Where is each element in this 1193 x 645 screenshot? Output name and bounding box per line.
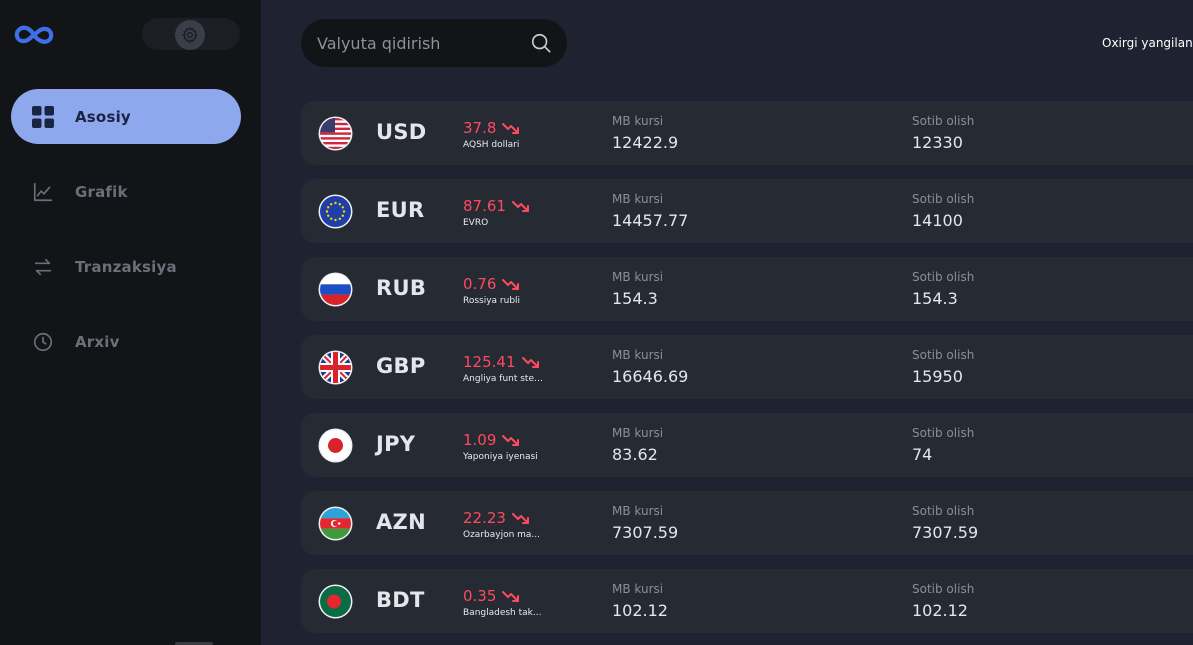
rate-change-value: 0.76: [463, 275, 497, 293]
currency-name: Yaponiya iyenasi: [463, 452, 538, 462]
infinity-logo-icon[interactable]: [12, 20, 56, 50]
currency-name: Ozarbayjon ma...: [463, 530, 541, 540]
transfer-arrows-icon: [31, 255, 55, 279]
mb-rate-value: 14457.77: [612, 211, 689, 230]
currency-name: Angliya funt ster...: [463, 374, 545, 384]
scrollbar[interactable]: [175, 642, 213, 645]
gb-flag-icon: [320, 352, 351, 383]
currency-list: USD 37.8 AQSH dollari MB kursi 12422.9 S…: [301, 101, 1193, 645]
mb-rate-label: MB kursi: [612, 270, 664, 284]
mb-rate-label: MB kursi: [612, 582, 664, 596]
rate-change-value: 125.41: [463, 353, 516, 371]
rate-change-value: 22.23: [463, 509, 506, 527]
rate-change: 22.23: [463, 509, 530, 527]
rate-change: 0.35: [463, 587, 520, 605]
mb-rate-label: MB kursi: [612, 114, 664, 128]
nav-label: Arxiv: [75, 332, 120, 351]
mb-rate-value: 83.62: [612, 445, 658, 464]
nav-item-arxiv[interactable]: Arxiv: [11, 314, 241, 369]
buy-rate-value: 74: [912, 445, 933, 464]
search-input[interactable]: [317, 33, 529, 53]
az-flag-icon: [320, 508, 351, 539]
trend-down-icon: [502, 590, 520, 602]
buy-rate-value: 15950: [912, 367, 963, 386]
ru-flag-icon: [320, 274, 351, 305]
currency-row-jpy[interactable]: JPY 1.09 Yaponiya iyenasi MB kursi 83.62…: [301, 413, 1193, 477]
us-flag-icon: [320, 118, 351, 149]
currency-row-azn[interactable]: AZN 22.23 Ozarbayjon ma... MB kursi 7307…: [301, 491, 1193, 555]
trend-down-icon: [511, 512, 530, 524]
currency-code: JPY: [376, 432, 416, 456]
rate-change: 125.41: [463, 353, 540, 371]
buy-rate-label: Sotib olish: [912, 348, 975, 362]
rate-change-value: 0.35: [463, 587, 497, 605]
rate-change: 1.09: [463, 431, 520, 449]
currency-code: USD: [376, 120, 427, 144]
nav-label: Grafik: [75, 182, 128, 201]
buy-rate-value: 7307.59: [912, 523, 979, 542]
eu-flag-icon: [320, 196, 351, 227]
currency-name: Bangladesh tak...: [463, 608, 542, 618]
trend-down-icon: [511, 200, 530, 212]
currency-code: BDT: [376, 588, 425, 612]
gear-icon[interactable]: [175, 20, 205, 50]
trend-down-icon: [502, 122, 520, 134]
mb-rate-value: 16646.69: [612, 367, 689, 386]
mb-rate-label: MB kursi: [612, 348, 664, 362]
currency-code: RUB: [376, 276, 427, 300]
buy-rate-label: Sotib olish: [912, 504, 975, 518]
currency-name: AQSH dollari: [463, 140, 520, 150]
mb-rate-value: 12422.9: [612, 133, 679, 152]
nav-label: Asosiy: [75, 107, 131, 126]
search-icon[interactable]: [529, 31, 553, 55]
clock-icon: [31, 330, 55, 354]
currency-name: Rossiya rubli: [463, 296, 521, 306]
buy-rate-value: 14100: [912, 211, 963, 230]
rate-change-value: 1.09: [463, 431, 497, 449]
mb-rate-label: MB kursi: [612, 192, 664, 206]
mb-rate-value: 154.3: [612, 289, 658, 308]
search-bar[interactable]: [301, 19, 567, 67]
buy-rate-label: Sotib olish: [912, 426, 975, 440]
currency-row-gbp[interactable]: GBP 125.41 Angliya funt ster... MB kursi…: [301, 335, 1193, 399]
currency-code: AZN: [376, 510, 426, 534]
rate-change: 37.8: [463, 119, 520, 137]
currency-row-rub[interactable]: RUB 0.76 Rossiya rubli MB kursi 154.3 So…: [301, 257, 1193, 321]
buy-rate-label: Sotib olish: [912, 582, 975, 596]
buy-rate-value: 12330: [912, 133, 963, 152]
mb-rate-value: 7307.59: [612, 523, 679, 542]
mb-rate-label: MB kursi: [612, 426, 664, 440]
currency-name: EVRO: [463, 218, 489, 228]
mb-rate-value: 102.12: [612, 601, 668, 620]
bd-flag-icon: [320, 586, 351, 617]
sidebar: Asosiy Grafik Tranzaksiya Arxiv: [0, 0, 261, 645]
grid-icon: [31, 105, 55, 129]
trend-down-icon: [502, 434, 520, 446]
line-chart-icon: [31, 180, 55, 204]
currency-code: EUR: [376, 198, 425, 222]
rate-change-value: 37.8: [463, 119, 497, 137]
nav-item-tranzaksiya[interactable]: Tranzaksiya: [11, 239, 241, 294]
nav-item-grafik[interactable]: Grafik: [11, 164, 241, 219]
buy-rate-value: 154.3: [912, 289, 958, 308]
jp-flag-icon: [320, 430, 351, 461]
last-updated-label: Oxirgi yangilan: [1102, 36, 1193, 50]
nav-item-asosiy[interactable]: Asosiy: [11, 89, 241, 144]
settings-toggle[interactable]: [142, 18, 240, 50]
currency-row-eur[interactable]: EUR 87.61 EVRO MB kursi 14457.77 Sotib o…: [301, 179, 1193, 243]
nav-label: Tranzaksiya: [75, 257, 177, 276]
currency-row-bdt[interactable]: BDT 0.35 Bangladesh tak... MB kursi 102.…: [301, 569, 1193, 633]
rate-change: 0.76: [463, 275, 520, 293]
rate-change-value: 87.61: [463, 197, 506, 215]
buy-rate-label: Sotib olish: [912, 192, 975, 206]
buy-rate-label: Sotib olish: [912, 270, 975, 284]
currency-code: GBP: [376, 354, 426, 378]
currency-row-usd[interactable]: USD 37.8 AQSH dollari MB kursi 12422.9 S…: [301, 101, 1193, 165]
mb-rate-label: MB kursi: [612, 504, 664, 518]
buy-rate-value: 102.12: [912, 601, 968, 620]
trend-down-icon: [521, 356, 540, 368]
trend-down-icon: [502, 278, 520, 290]
buy-rate-label: Sotib olish: [912, 114, 975, 128]
rate-change: 87.61: [463, 197, 530, 215]
